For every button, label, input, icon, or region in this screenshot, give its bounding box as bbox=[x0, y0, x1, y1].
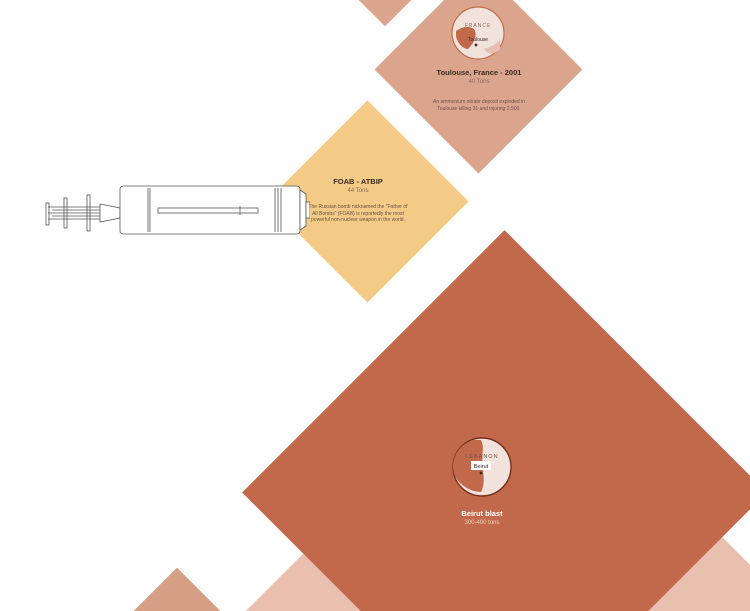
beirut-subtitle: 300-400 tons bbox=[464, 520, 500, 526]
toulouse-description-line: Toulouse killing 31 and injuring 2,500. bbox=[437, 105, 521, 112]
toulouse-label: Toulouse, France - 2001 40 Tons An ammon… bbox=[410, 68, 548, 112]
beirut-diamond bbox=[242, 230, 750, 611]
beirut-label: Beirut blast 300-400 tons bbox=[430, 509, 534, 526]
toulouse-map-country: FRANCE bbox=[465, 23, 492, 29]
foab-description-line: The Russian bomb nicknamed the "Father o… bbox=[308, 204, 408, 210]
toulouse-title: Toulouse, France - 2001 bbox=[436, 68, 522, 77]
beirut-map-city: Beirut bbox=[474, 464, 489, 470]
foab-description-line: All Bombs" (FOAB) is reportedly the most bbox=[312, 210, 404, 217]
foab-description-line: powerful non-nuclear weapon in the world… bbox=[311, 217, 405, 223]
bomb-illustration bbox=[45, 185, 310, 235]
toulouse-map-city: Toulouse bbox=[468, 37, 488, 43]
foab-label: FOAB - ATBIP 44 Tons The Russian bomb ni… bbox=[298, 177, 418, 224]
bottom-left-diamond bbox=[124, 567, 230, 611]
foab-description: The Russian bomb nicknamed the "Father o… bbox=[298, 204, 418, 224]
toulouse-subtitle: 40 Tons bbox=[468, 79, 490, 85]
small-top-diamond bbox=[356, 0, 414, 27]
toulouse-description: An ammonium nitrate deposit exploded in … bbox=[410, 99, 548, 112]
foab-subtitle: 44 Tons bbox=[347, 188, 369, 194]
beirut-map-country: LEBANON bbox=[465, 454, 498, 460]
foab-title: FOAB - ATBIP bbox=[333, 177, 383, 186]
toulouse-description-line: An ammonium nitrate deposit exploded in bbox=[433, 99, 525, 105]
beirut-map: LEBANON Beirut bbox=[452, 437, 512, 497]
toulouse-map: FRANCE Toulouse bbox=[451, 6, 505, 60]
beirut-title: Beirut blast bbox=[461, 509, 503, 518]
